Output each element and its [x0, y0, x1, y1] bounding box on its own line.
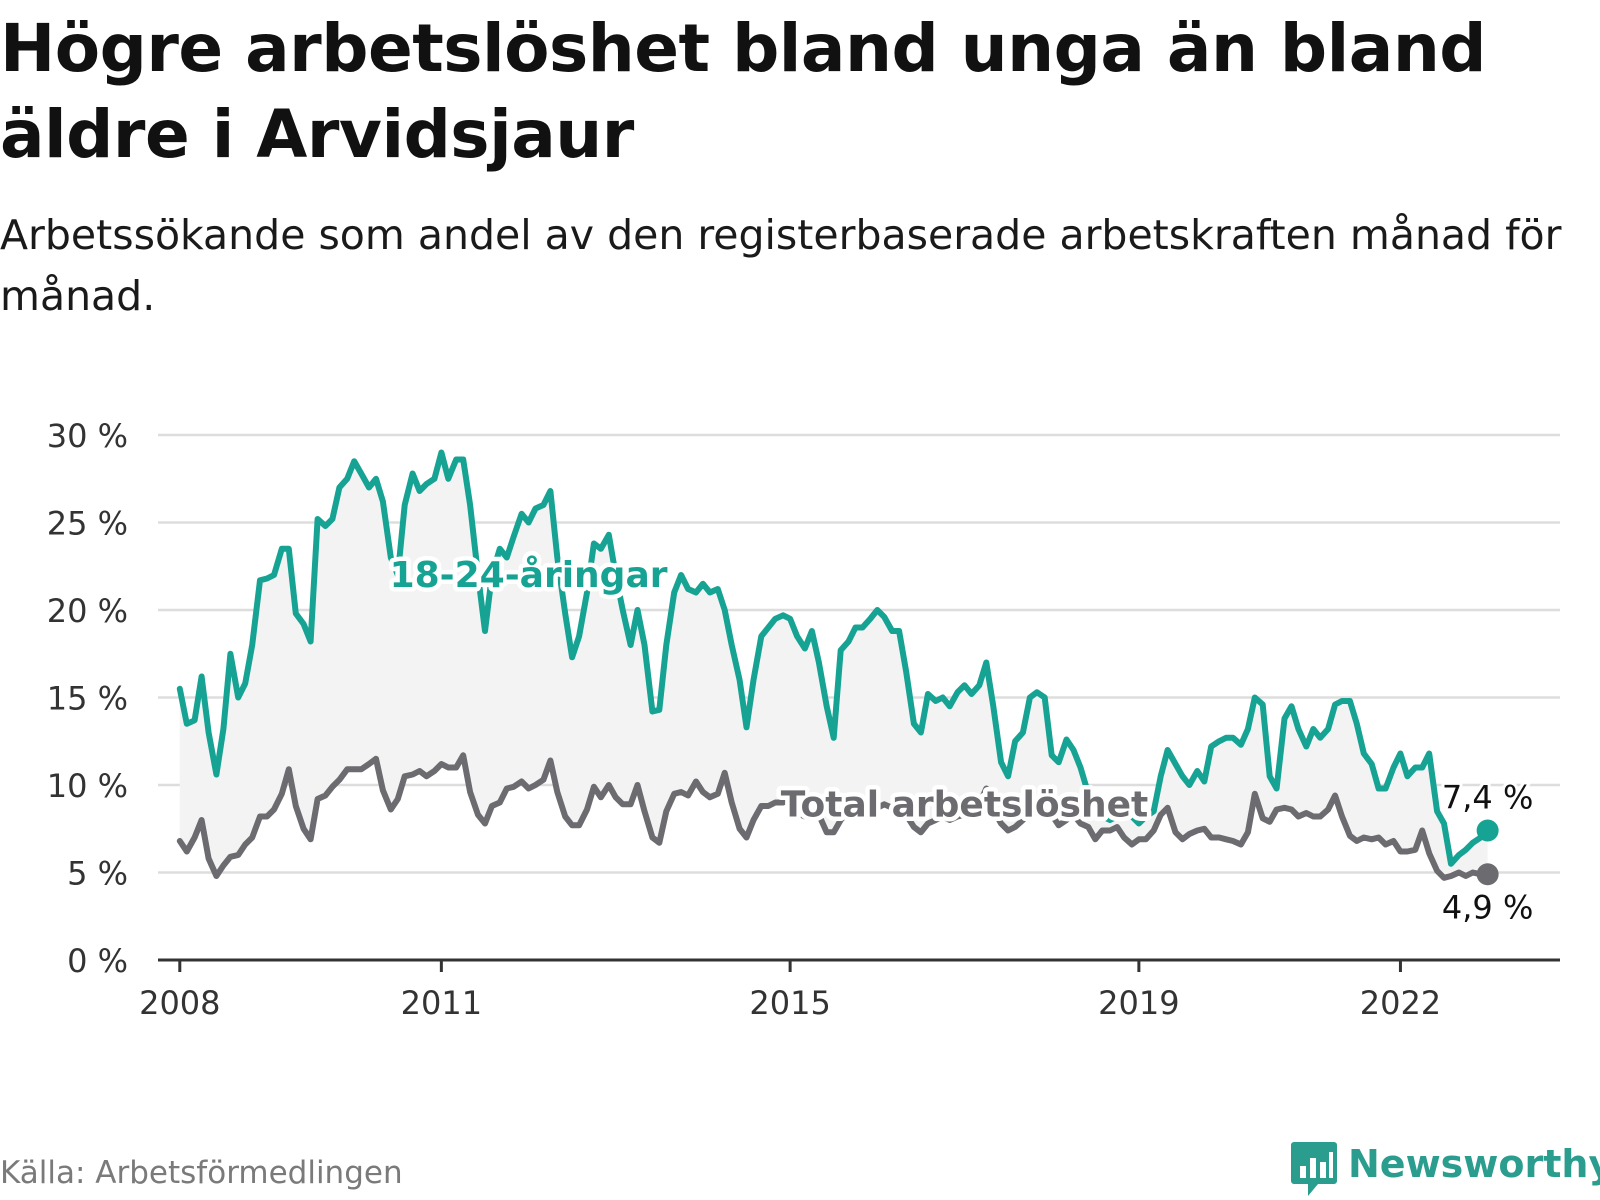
page-title: Högre arbetslöshet bland unga än bland ä… [0, 10, 1487, 173]
y-tick-label: 10 % [47, 767, 128, 805]
series-line-total [176, 752, 1491, 881]
end-value-label-total: 4,9 % [1442, 888, 1533, 926]
y-tick-label: 30 % [47, 417, 128, 455]
bar-chart-speech-bubble-icon [1291, 1142, 1337, 1196]
source-note: Källa: Arbetsförmedlingen [0, 1155, 403, 1191]
brand-name: Newsworthy [1348, 1142, 1600, 1186]
brand-logo[interactable]: Newsworthy [1290, 1140, 1600, 1200]
y-tick-label: 0 % [67, 942, 128, 980]
y-tick-label: 15 % [47, 680, 128, 718]
annotation-layer: 7,4 % 4,9 % 18-24-åringar Total arbetslöshe… [385, 551, 1536, 930]
x-tick-label: 2015 [749, 984, 830, 1022]
y-tick-label: 20 % [47, 592, 128, 630]
x-tick-label: 2019 [1098, 984, 1179, 1022]
x-tick-label: 2008 [139, 984, 220, 1022]
y-tick-label: 25 % [47, 505, 128, 543]
end-value-label-youth: 7,4 % [1442, 779, 1533, 817]
axis-layer: 0 % 5 % 10 % 15 % 20 % 25 % 30 % 2008 2011 2015 20… [47, 417, 1560, 1022]
series-line-youth [176, 449, 1491, 867]
series-label-youth: 18-24-åringar [390, 555, 668, 596]
series-label-total: Total arbetslöshet [781, 784, 1149, 825]
end-point-total [1476, 863, 1499, 886]
y-tick-label: 5 % [67, 855, 128, 893]
x-tick-label: 2011 [401, 984, 482, 1022]
x-tick-label: 2022 [1360, 984, 1441, 1022]
end-point-youth [1476, 819, 1499, 842]
chart: 0 % 5 % 10 % 15 % 20 % 25 % 30 % 2008 2011 2015 20… [47, 417, 1560, 1022]
series-layer [176, 449, 1499, 886]
chart-subtitle: Arbetssökande som andel av den registerb… [0, 211, 1562, 320]
